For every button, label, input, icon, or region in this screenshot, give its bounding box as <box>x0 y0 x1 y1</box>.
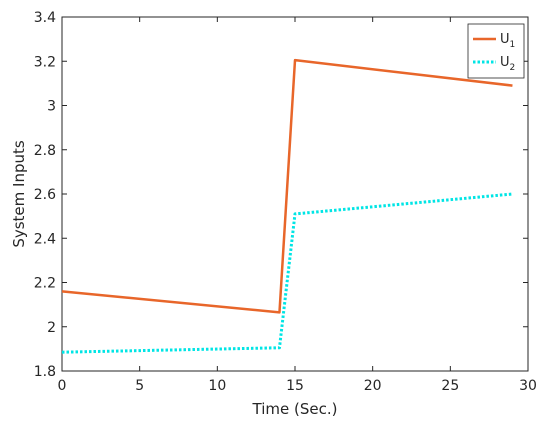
x-tick-label: 0 <box>58 378 67 394</box>
y-tick-label: 2.2 <box>34 276 56 292</box>
x-tick-label: 10 <box>208 378 226 394</box>
y-tick-label: 2.4 <box>34 231 56 247</box>
legend-label-base: U <box>500 32 510 47</box>
series-lines <box>61 58 513 354</box>
series-line-u2 <box>61 192 513 354</box>
series-line-u1 <box>61 58 513 314</box>
x-tick-label: 30 <box>519 378 537 394</box>
y-tick-label: 3.2 <box>34 54 56 70</box>
y-axis-label: System Inputs <box>10 140 28 248</box>
legend-label-u2: U2 <box>500 55 515 73</box>
y-tick-label: 2.6 <box>34 187 56 203</box>
y-axis-ticks: 1.8 2 2.2 2.4 2.6 2.8 3 3.2 3.4 <box>34 10 528 380</box>
legend-label-subscript: 1 <box>510 40 516 50</box>
x-tick-label: 20 <box>364 378 382 394</box>
y-tick-label: 2.8 <box>34 143 56 159</box>
y-tick-label: 3.4 <box>34 10 56 26</box>
legend-label-base: U <box>500 55 510 70</box>
y-tick-label: 3 <box>47 99 56 115</box>
y-tick-label: 2 <box>47 320 56 336</box>
legend-label-subscript: 2 <box>510 63 516 73</box>
legend-label-u1: U1 <box>500 32 515 50</box>
x-axis-label: Time (Sec.) <box>252 400 338 418</box>
x-tick-label: 15 <box>286 378 304 394</box>
legend-box <box>467 23 525 79</box>
x-axis-ticks: 0 5 10 15 20 25 30 <box>58 17 537 394</box>
x-tick-label: 25 <box>441 378 459 394</box>
x-tick-label: 5 <box>135 378 144 394</box>
y-tick-label: 1.8 <box>34 364 56 380</box>
